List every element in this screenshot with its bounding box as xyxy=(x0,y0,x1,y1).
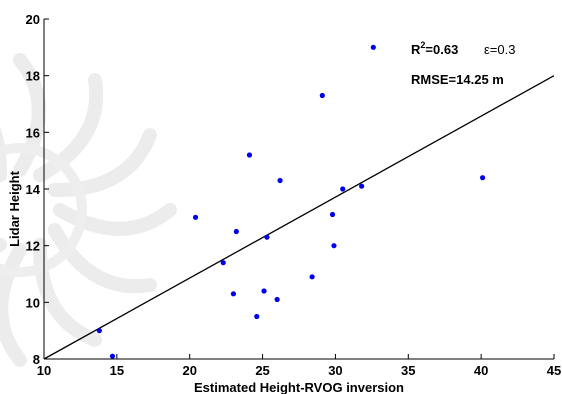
data-point xyxy=(220,260,226,266)
y-tick-label: 8 xyxy=(33,352,40,367)
regression-line xyxy=(43,75,555,360)
watermark-petal xyxy=(13,53,46,177)
data-points xyxy=(96,44,486,359)
y-tick-label: 10 xyxy=(26,295,40,310)
epsilon-annotation: ε=0.3 xyxy=(484,42,515,57)
x-tick-label: 15 xyxy=(110,363,124,378)
rmse-annotation: RMSE=14.25 m xyxy=(411,72,504,87)
data-point xyxy=(340,186,346,192)
data-point xyxy=(370,44,376,50)
data-point xyxy=(109,353,116,359)
r-squared-annotation: R2=0.63 xyxy=(411,40,458,57)
x-tick-label: 25 xyxy=(255,363,269,378)
x-tick-label: 40 xyxy=(474,363,488,378)
data-point xyxy=(359,183,365,189)
x-tick-group: 10 15 20 25 30 35 40 45 xyxy=(37,354,561,378)
data-point xyxy=(277,177,283,184)
y-tick-label: 16 xyxy=(26,125,40,140)
data-point xyxy=(261,288,267,294)
watermark-petal xyxy=(53,203,177,236)
x-tick-label: 45 xyxy=(547,363,561,378)
y-tick-label: 14 xyxy=(26,182,41,197)
y-tick-group: 8 10 12 14 16 18 20 xyxy=(26,12,49,367)
x-tick-label: 20 xyxy=(182,363,196,378)
data-point xyxy=(480,175,486,181)
data-point xyxy=(233,228,239,235)
data-point xyxy=(319,92,325,99)
x-tick-label: 10 xyxy=(37,363,51,378)
watermark-petal xyxy=(33,73,104,183)
watermark-petal xyxy=(0,243,27,367)
data-point xyxy=(96,328,102,334)
data-point xyxy=(246,152,253,158)
y-tick-label: 20 xyxy=(26,12,40,27)
data-point xyxy=(264,234,270,240)
watermark-petal xyxy=(32,237,102,347)
data-point xyxy=(192,214,199,220)
data-point xyxy=(329,211,336,218)
y-tick-label: 12 xyxy=(26,239,40,254)
y-tick-label: 18 xyxy=(26,69,40,84)
x-tick-label: 35 xyxy=(401,363,415,378)
data-point xyxy=(230,291,237,297)
watermark-ornament xyxy=(0,53,177,367)
data-point xyxy=(274,296,280,303)
watermark-petal xyxy=(47,128,157,198)
data-point xyxy=(254,313,260,320)
y-axis-label: Lidar Height xyxy=(7,170,22,247)
x-tick-label: 30 xyxy=(328,363,342,378)
x-axis-label: Estimated Height-RVOG inversion xyxy=(194,380,404,394)
watermark-petal xyxy=(47,223,157,294)
watermark-ring xyxy=(0,143,87,277)
data-point xyxy=(309,274,315,280)
data-point xyxy=(331,243,337,249)
